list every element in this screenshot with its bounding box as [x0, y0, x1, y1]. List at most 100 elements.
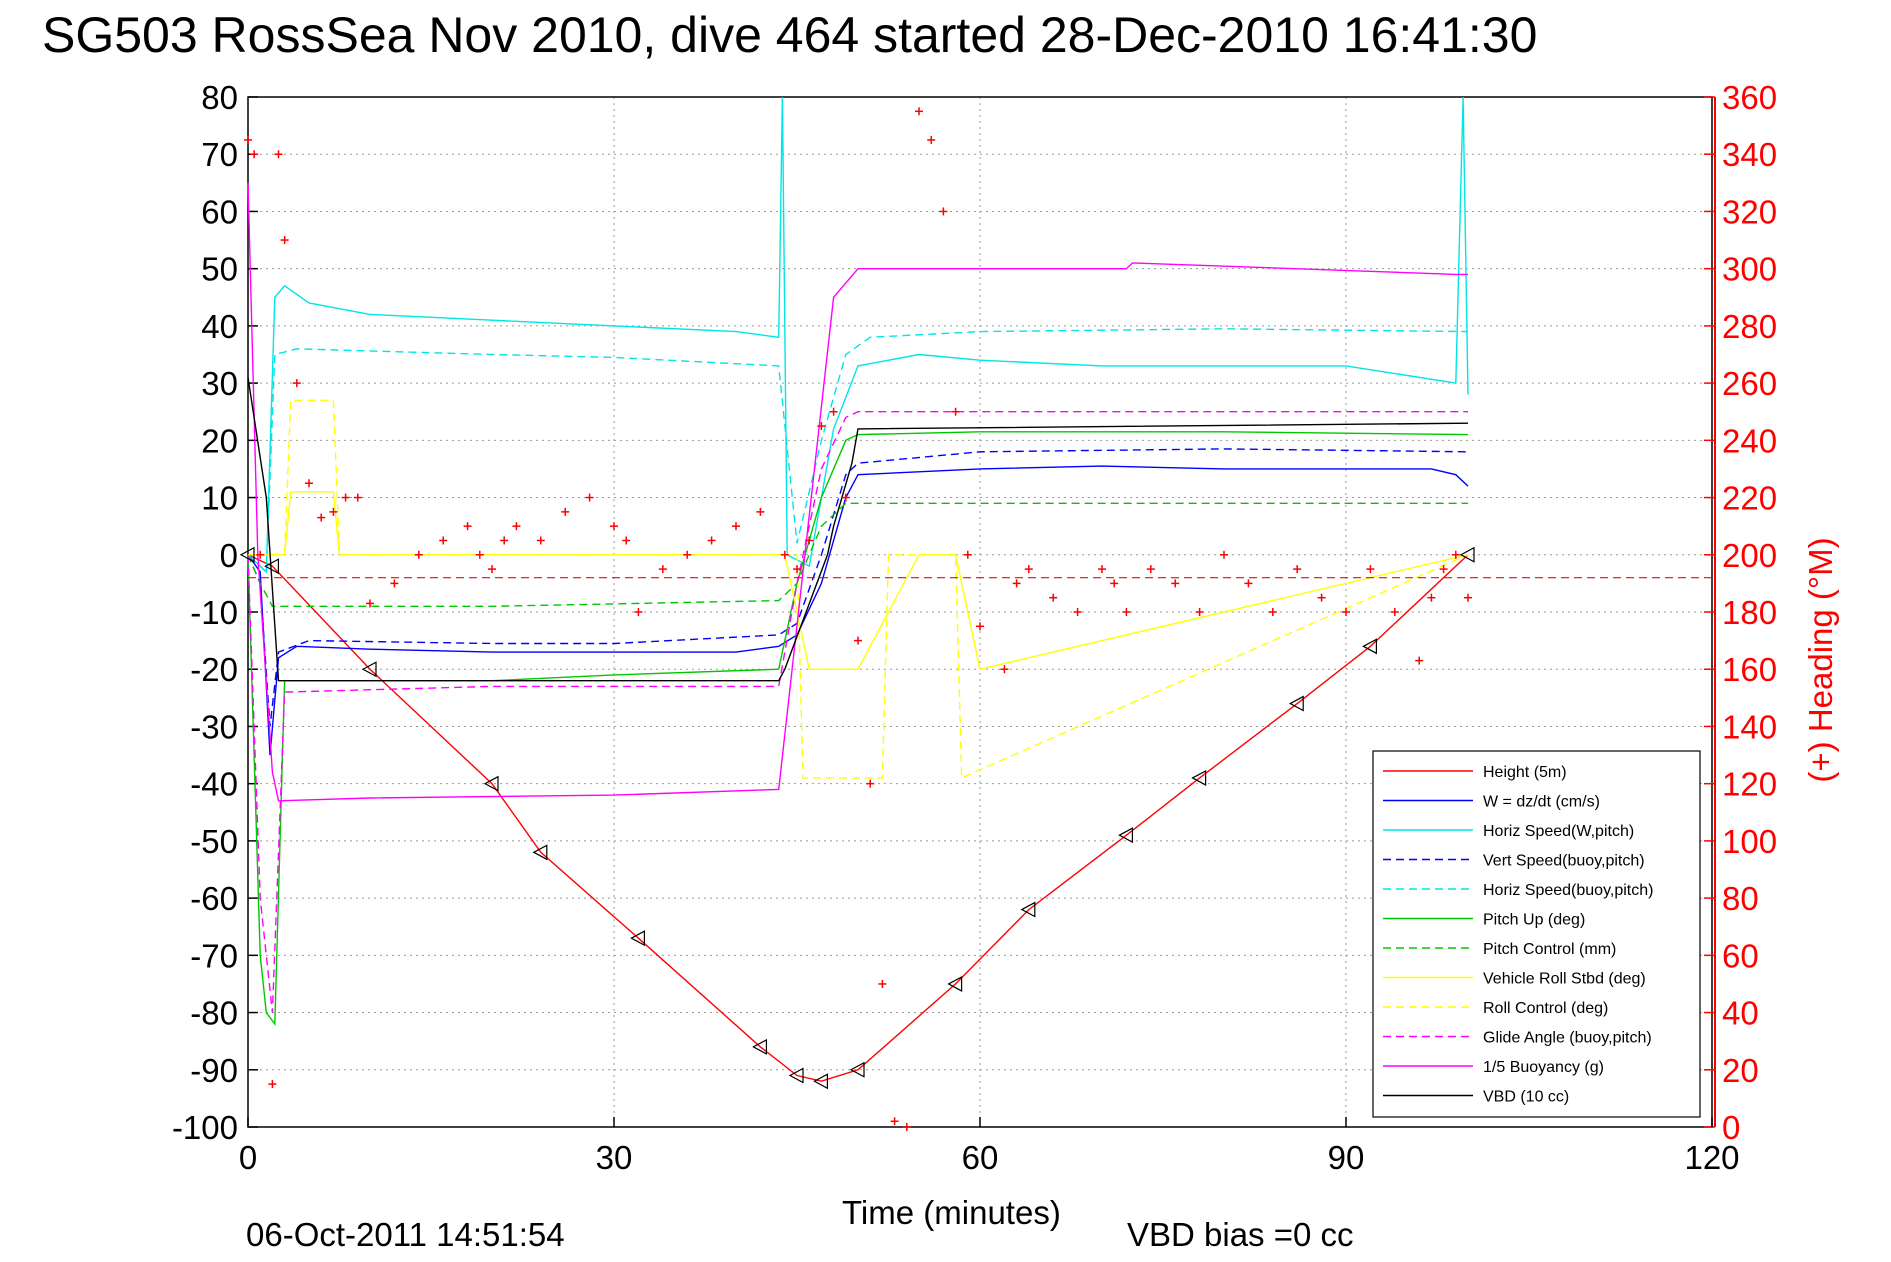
heading-point: [805, 536, 814, 545]
y-tick-label: 20: [201, 422, 238, 459]
series-line-3: [247, 448, 1469, 727]
heading-point: [878, 979, 887, 988]
y-tick-label: 60: [201, 193, 238, 230]
heading-point: [256, 550, 265, 559]
y-tick-label: 30: [201, 365, 238, 402]
legend-entry: Roll Control (deg): [1483, 1000, 1608, 1017]
heading-point: [250, 150, 259, 159]
y-tick-label: -20: [190, 651, 238, 688]
heading-point: [414, 550, 423, 559]
heading-point: [1390, 608, 1399, 616]
y-tick-label: -90: [190, 1052, 238, 1089]
y-right-tick-label: 120: [1722, 766, 1777, 803]
y-right-tick-label: 100: [1722, 823, 1777, 860]
heading-point: [1415, 656, 1424, 665]
height-marker: [1020, 901, 1036, 918]
height-marker: [752, 1038, 768, 1055]
heading-point: [317, 513, 326, 522]
heading-point: [329, 507, 338, 516]
y-tick-label: -10: [190, 594, 238, 631]
legend-entry: VBD (10 cc): [1483, 1089, 1569, 1106]
heading-point: [1451, 550, 1460, 559]
y-tick-label: 50: [201, 251, 238, 288]
heading-point: [1220, 550, 1228, 559]
heading-point: [390, 579, 399, 588]
heading-point: [1110, 579, 1119, 588]
heading-point: [500, 536, 509, 545]
series-line-11: [247, 377, 1469, 682]
y-right-tick-label: 180: [1722, 594, 1777, 631]
y-axis-right: 3603403203002802602402202001801601401201…: [1704, 79, 1777, 1146]
y-tick-label: -30: [190, 708, 238, 745]
y-right-tick-label: 240: [1722, 422, 1777, 459]
height-marker: [813, 1073, 829, 1090]
height-marker: [630, 930, 646, 947]
y-tick-label: -40: [190, 766, 238, 803]
heading-point: [927, 135, 936, 144]
height-marker: [264, 558, 279, 575]
heading-point: [780, 550, 789, 559]
series-line-6: [247, 502, 1468, 607]
series-line-9: [247, 411, 1468, 1013]
heading-point: [939, 207, 948, 216]
y-right-tick-label: 200: [1722, 537, 1777, 574]
heading-point: [1439, 565, 1448, 574]
y-tick-label: 40: [201, 308, 238, 345]
heading-point: [866, 779, 875, 788]
height-marker: [1459, 546, 1475, 563]
timestamp-footer: 06-Oct-2011 14:51:54: [246, 1216, 565, 1253]
height-marker: [239, 546, 255, 563]
chart-title: SG503 RossSea Nov 2010, dive 464 started…: [42, 7, 1537, 63]
height-marker: [532, 844, 548, 861]
legend-entry: Pitch Up (deg): [1483, 912, 1585, 929]
heading-point: [1024, 565, 1033, 574]
heading-point: [658, 565, 667, 574]
heading-point: [707, 536, 716, 545]
height-marker: [788, 1067, 804, 1084]
heading-point: [683, 550, 692, 559]
heading-point: [1122, 608, 1131, 616]
legend-entry: 1/5 Buoyancy (g): [1483, 1059, 1604, 1076]
y-tick-label: 80: [201, 79, 238, 116]
heading-point: [1012, 579, 1021, 588]
heading-point: [512, 522, 521, 531]
x-tick-label: 120: [1684, 1139, 1739, 1176]
legend-entry: Horiz Speed(buoy,pitch): [1483, 882, 1653, 899]
legend-entry: Pitch Control (mm): [1483, 941, 1616, 958]
heading-point: [1293, 565, 1302, 574]
y-axis-left: 80 70 60 50 40 30 20 10 0 -10 -20 -30 -40 -50 -60 -70 -8…: [172, 79, 258, 1146]
y-right-tick-label: 300: [1722, 251, 1777, 288]
heading-point: [1244, 579, 1253, 588]
heading-point: [829, 407, 838, 416]
heading-point: [732, 522, 740, 531]
y-right-tick-label: 0: [1722, 1109, 1740, 1146]
legend-entry: Height (5m): [1483, 764, 1567, 781]
height-marker: [1362, 638, 1378, 655]
heading-point: [817, 422, 826, 431]
height-marker: [1191, 769, 1207, 786]
y-tick-label: -60: [190, 880, 238, 917]
y-right-tick-label: 40: [1722, 995, 1759, 1032]
heading-point: [1098, 565, 1106, 574]
x-tick-label: 30: [596, 1139, 633, 1176]
heading-point: [634, 608, 643, 616]
legend-entry: Vert Speed(buoy,pitch): [1483, 853, 1645, 870]
series-line-5: [247, 431, 1469, 1027]
vbd-bias-footer: VBD bias =0 cc: [1127, 1216, 1354, 1253]
heading-series: [244, 107, 1472, 1131]
heading-point: [341, 493, 350, 502]
series-line-8: [248, 399, 1469, 779]
heading-point: [244, 135, 252, 144]
heading-point: [963, 550, 972, 559]
heading-point: [793, 565, 801, 574]
heading-point: [890, 1117, 899, 1126]
heading-point: [475, 550, 484, 559]
heading-point: [439, 536, 448, 545]
heading-point: [902, 1123, 911, 1131]
y-right-tick-label: 160: [1722, 651, 1777, 688]
x-tick-label: 60: [962, 1139, 999, 1176]
height-marker: [483, 775, 499, 792]
heading-point: [610, 522, 618, 531]
heading-point: [1342, 608, 1350, 616]
